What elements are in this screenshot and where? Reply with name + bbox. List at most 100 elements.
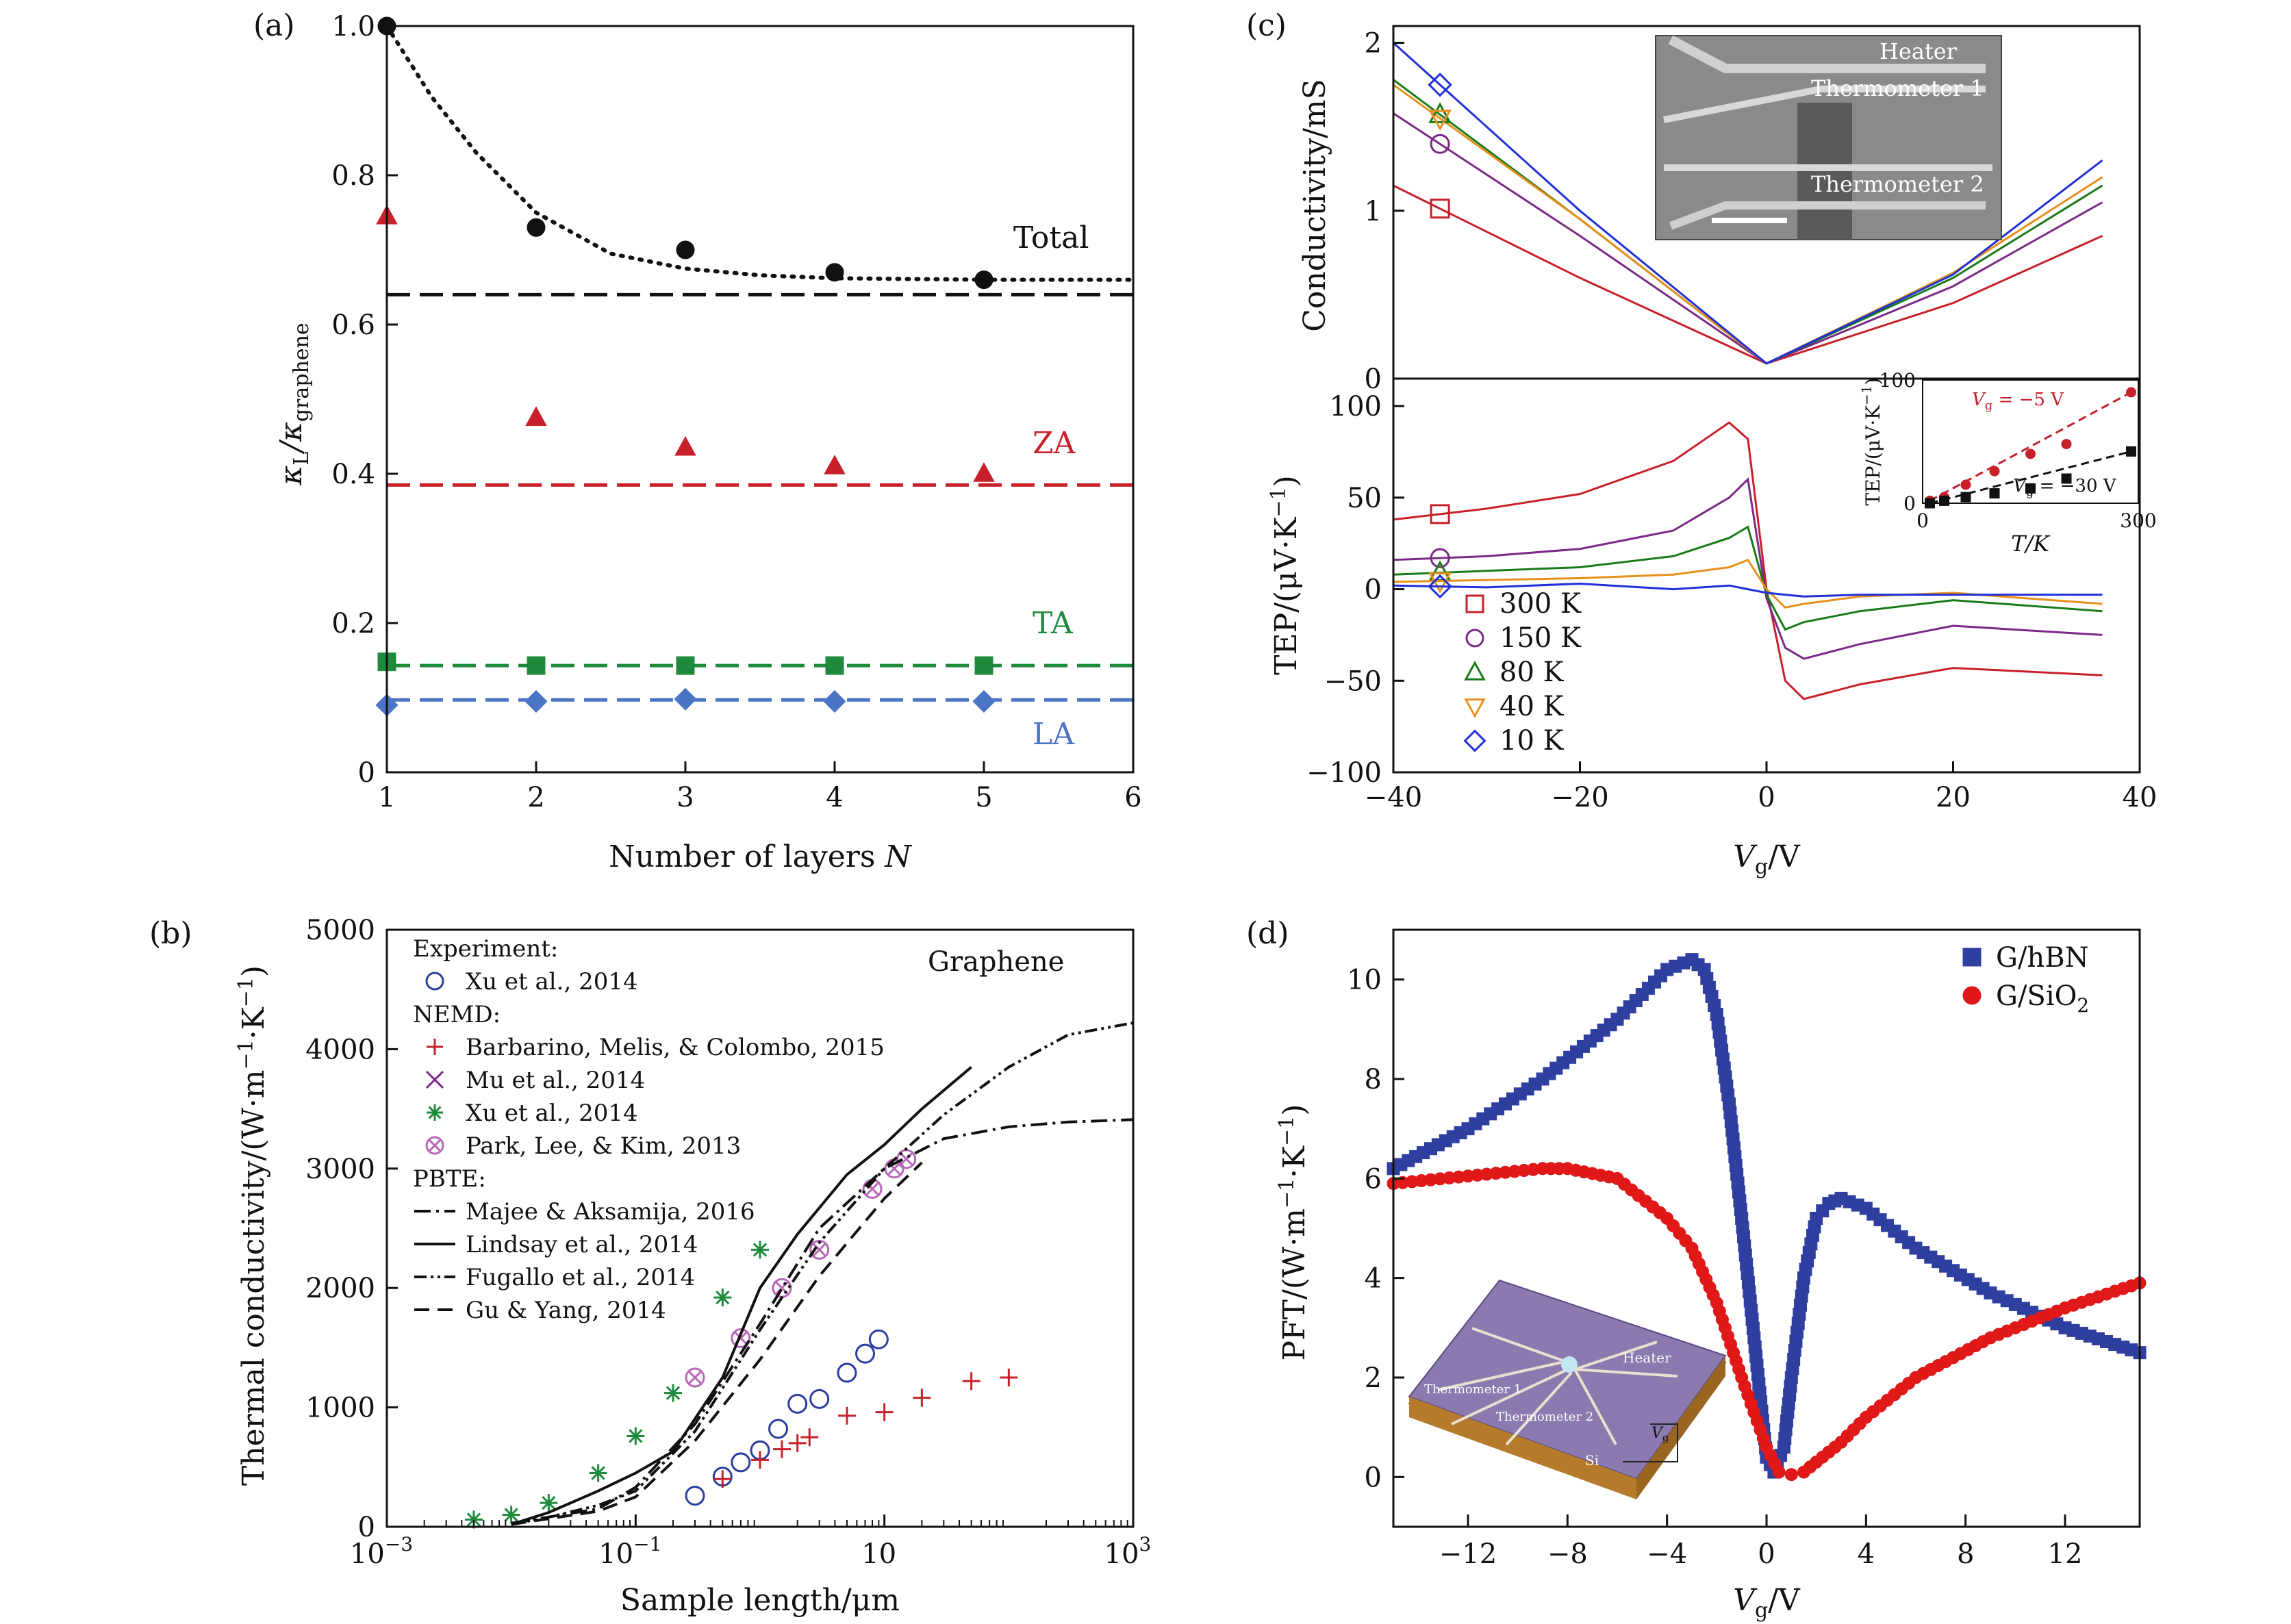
panel-c-inset-point-0 (2126, 387, 2136, 398)
panel-b-ytick-label: 1000 (305, 1393, 375, 1424)
panel-c-tep-0 (1393, 421, 2103, 700)
sem-label-heater: Heater (1879, 38, 1958, 64)
panel-b-point-1 (713, 1470, 732, 1488)
panel-c-inset-point-1 (1989, 488, 2000, 499)
panel-a-point-za (973, 462, 995, 482)
panel-b-point-1 (788, 1434, 807, 1452)
panel-c-bottom-ytick-label: −50 (1324, 665, 1382, 697)
panel-b-point-3 (713, 1289, 732, 1307)
device-label-heater: Heater (1623, 1349, 1671, 1366)
panel-b-point-1 (962, 1372, 980, 1391)
panel-c-legend-label: 300 K (1499, 588, 1582, 620)
panel-d-device-inset: SiO2 Heater Thermometer 1 Thermometer 2 … (1408, 1279, 1727, 1499)
panel-a-xlabel: Number of layers N (609, 839, 912, 874)
panel-c-top-ylabel: Conductivity/mS (1298, 79, 1332, 332)
panel-b-point-0 (731, 1452, 751, 1473)
panel-c-inset-point-0 (2025, 448, 2036, 459)
panel-c-top-ytick-label: 1 (1365, 196, 1382, 227)
panel-b-ylabel: Thermal conductivity/(W·m−1·K−1) (234, 965, 271, 1486)
device-label-thermometer1: Thermometer 1 (1424, 1382, 1521, 1397)
panel-c-tep-marker-1 (1430, 548, 1450, 568)
panel-d-ytick-label: 8 (1365, 1064, 1382, 1095)
panel-a-xtick-label: 3 (676, 782, 694, 813)
panel-c-bottom-ytick-label: 50 (1347, 483, 1382, 514)
panel-b-point-0 (685, 1486, 705, 1506)
panel-b-point-0 (837, 1362, 857, 1383)
panel-b-point-3 (540, 1494, 558, 1512)
panel-b-xtick-label: 103 (1104, 1533, 1152, 1570)
panel-c-inset-point-1 (2126, 446, 2136, 457)
panel-b-ytick-label: 0 (358, 1512, 375, 1543)
panel-b-annotation: Graphene (928, 946, 1064, 978)
panel-d-xtick-label: 8 (1957, 1538, 1974, 1570)
panel-c-bottom-ylabel: TEP/(μV·K−1) (1267, 475, 1304, 675)
panel-a-ytick-label: 0.8 (331, 160, 375, 192)
panel-c-inset-point-0 (1989, 466, 2000, 477)
panel-d-ytick-label: 10 (1347, 965, 1382, 996)
panel-d-point-1 (1772, 1465, 1786, 1479)
panel-b-point-1 (800, 1428, 819, 1447)
panel-c-xtick-label: 0 (1758, 782, 1775, 813)
panel-b-xtick-label: 10−1 (598, 1533, 661, 1570)
panel-b-point-1 (751, 1451, 769, 1469)
panel-d-xlabel: Vg/V (1733, 1583, 1801, 1623)
panel-c-inset-label-5v: Vg = −5 V (1972, 390, 2064, 413)
panel-a-label-za: ZA (1033, 426, 1076, 461)
panel-b-legend-label: Fugallo et al., 2014 (466, 1264, 695, 1291)
panel-a-label-total: Total (1013, 220, 1089, 255)
panel-c-inset-fit-1 (1929, 450, 2131, 505)
panel-a: (a) 1 2 3 4 5 6 0 0.2 0.4 0.6 0.8 1.0 Total ZA TA L… (253, 8, 1142, 874)
panel-b-legend-header: PBTE: (413, 1165, 486, 1193)
sem-scale-bar (1712, 218, 1787, 223)
panel-c-top-marker-0 (1430, 199, 1450, 219)
panel-a-point-total (676, 240, 695, 259)
device-side (1409, 1397, 1636, 1499)
panel-b-xtick-label: 10 (861, 1538, 896, 1570)
panel-b-point-3 (626, 1427, 645, 1445)
panel-c-inset-xtick-label: 300 (2120, 509, 2156, 532)
device-side2 (1636, 1356, 1725, 1499)
panel-c-bottom-ytick-label: 0 (1365, 574, 1382, 606)
panel-d-ytick-label: 6 (1365, 1163, 1382, 1195)
panel-b-point-4 (772, 1278, 792, 1298)
panel-c-ticks: −40 −20 0 20 40 0 1 2 −100 −50 0 50 100 (1306, 28, 2157, 813)
panel-d-xtick-label: −12 (1439, 1538, 1497, 1570)
panel-c-legend-label: 40 K (1499, 691, 1565, 722)
panel-a-point-la (823, 689, 846, 713)
panel-c-legend-marker (1465, 629, 1484, 648)
panel-d-xtick-label: −4 (1647, 1538, 1687, 1570)
panel-d-legend-marker (1962, 986, 1982, 1005)
panel-b-point-1 (772, 1440, 791, 1458)
panel-d: (d) SiO2 Heater Thermometer 1 Thermomete… (1246, 916, 2147, 1623)
panel-b-point-0 (787, 1393, 808, 1414)
panel-c-top-marker-4 (1428, 73, 1452, 97)
panel-a-fit-curve (385, 24, 1135, 282)
panel-b-legend-label: Majee & Aksamija, 2016 (466, 1198, 755, 1226)
panel-d-xtick-label: 12 (2048, 1538, 2083, 1570)
panel-c-xtick-label: −40 (1365, 782, 1422, 813)
panel-a-xtick-label: 6 (1124, 782, 1141, 813)
panel-b-label: (b) (149, 916, 192, 951)
panel-b-legend-header: Experiment: (413, 935, 558, 963)
device-flake (1561, 1356, 1578, 1373)
panel-c-legend-label: 150 K (1499, 622, 1582, 654)
panel-c-bottom-ytick-label: 100 (1330, 391, 1382, 422)
panel-b-legend-label: Barbarino, Melis, & Colombo, 2015 (466, 1034, 885, 1061)
panel-b-frame (385, 928, 1135, 1528)
panel-c-legend-marker (1465, 594, 1484, 613)
panel-d-legend-label: G/SiO2 (1996, 980, 2089, 1017)
panel-d-legend-marker (1962, 948, 1982, 967)
panel-c-tep-inset-frame (1922, 379, 2139, 504)
panel-c-xtick-label: 20 (1936, 782, 1971, 813)
panel-b-point-1 (913, 1388, 931, 1407)
panel-b-point-3 (589, 1464, 607, 1482)
panel-a-label-la: LA (1033, 717, 1075, 752)
panel-c-tep-inset: 0 300 0 100 (1879, 369, 2157, 532)
panel-b-point-1 (875, 1403, 894, 1421)
panel-a-xtick-label: 1 (378, 782, 395, 813)
panel-c-inset-point-1 (2025, 483, 2036, 494)
panel-a-point-total (527, 218, 546, 237)
sem-label-thermometer1: Thermometer 1 (1811, 75, 1984, 101)
